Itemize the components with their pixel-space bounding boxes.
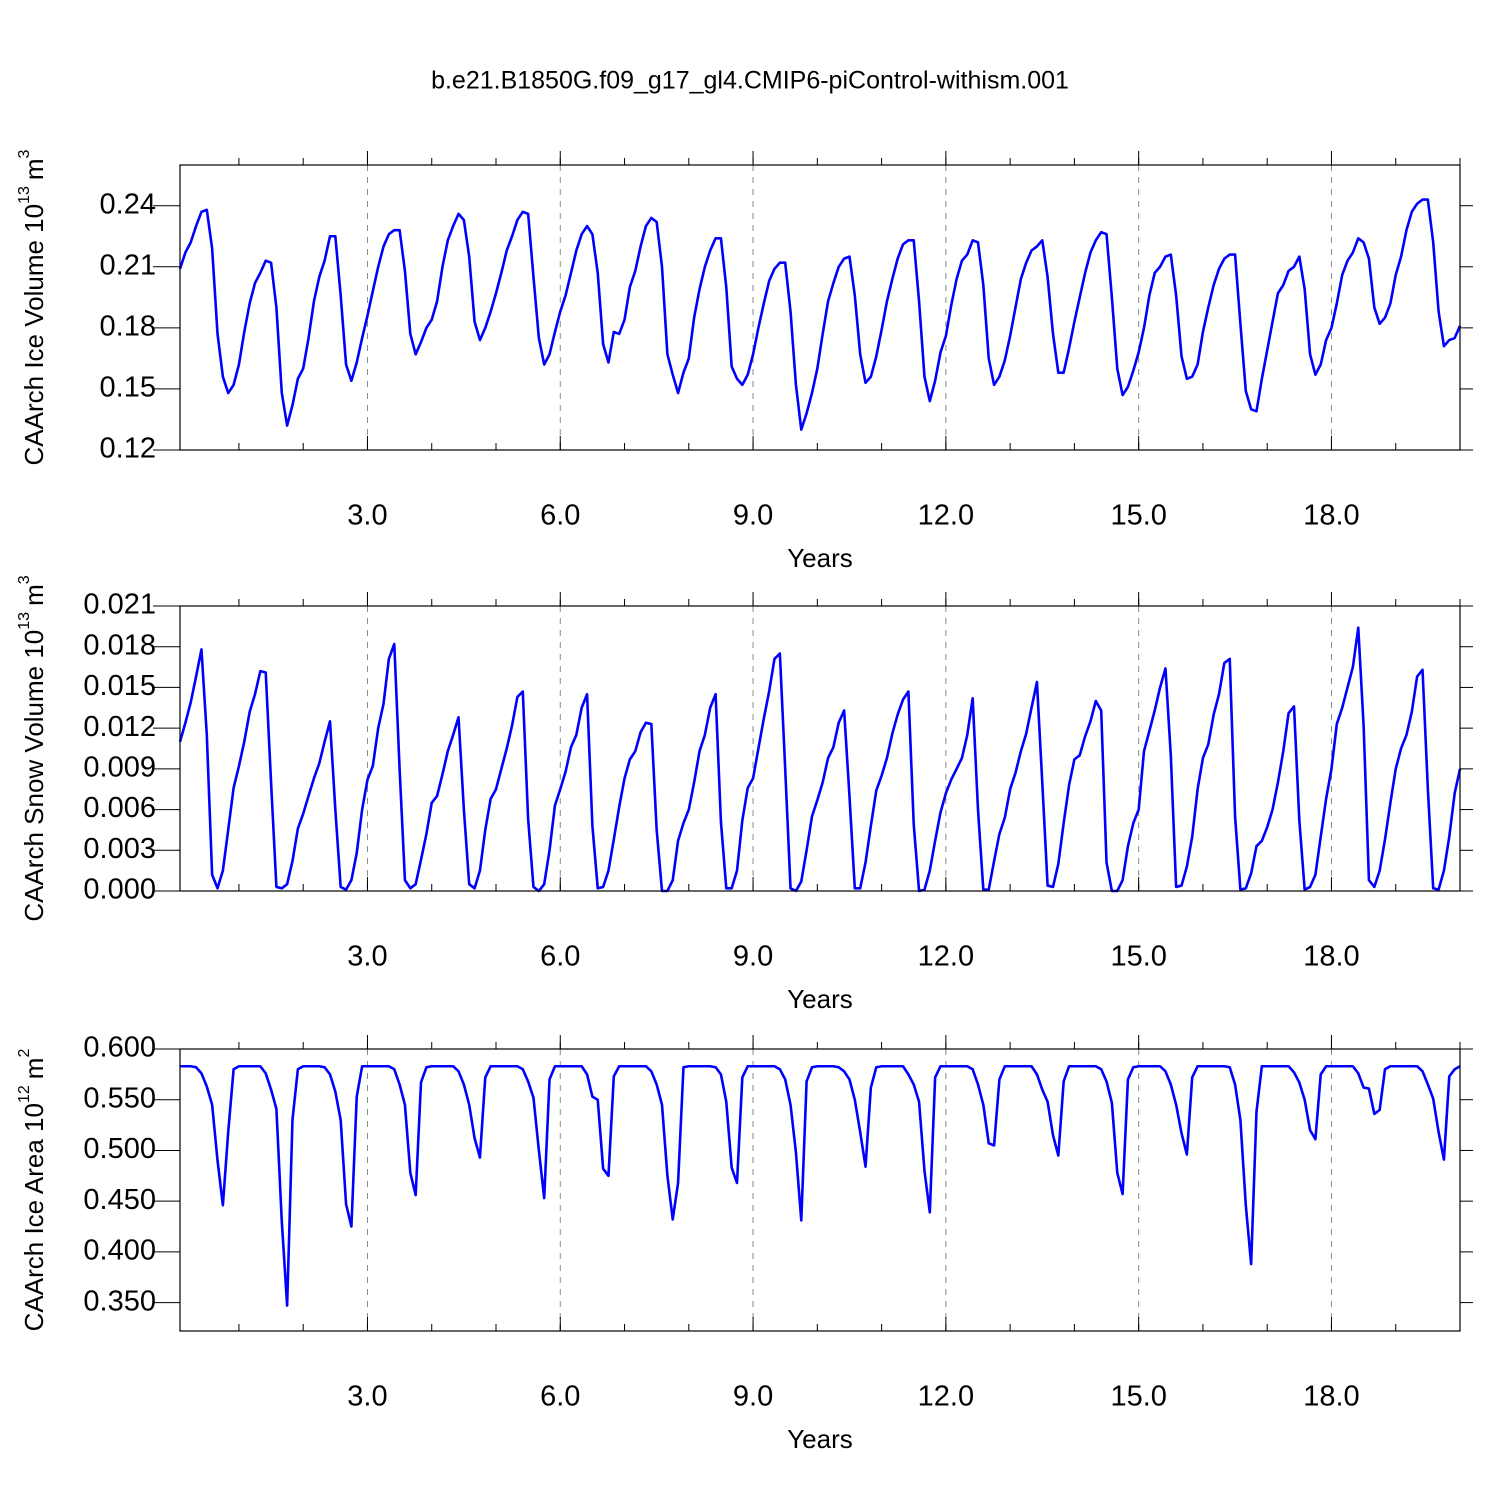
x-tick-label: 6.0 <box>540 500 580 532</box>
y-tick-label: 0.15 <box>100 372 156 404</box>
y-axis-label-unit-exponent: 3 <box>16 575 33 584</box>
y-tick-label: 0.009 <box>83 752 156 784</box>
x-tick-label: 3.0 <box>347 941 387 973</box>
y-axis-label-unit: m <box>19 584 49 606</box>
y-tick-label: 0.015 <box>83 670 156 702</box>
x-tick-label: 18.0 <box>1303 941 1359 973</box>
y-tick-label: 0.000 <box>83 874 156 906</box>
y-tick-label: 0.012 <box>83 711 156 743</box>
y-tick-label: 0.003 <box>83 833 156 865</box>
y-tick-label: 0.021 <box>83 589 156 621</box>
plot-frame <box>179 1048 1461 1332</box>
x-tick-label: 9.0 <box>733 500 773 532</box>
chart-title: b.e21.B1850G.f09_g17_gl4.CMIP6-piControl… <box>431 67 1069 95</box>
y-tick-label: 0.350 <box>83 1285 156 1317</box>
y-tick-label: 0.21 <box>100 249 156 281</box>
plot-frame <box>179 605 1461 892</box>
y-axis-label-text: CAArch Ice Area 10 <box>19 1103 49 1331</box>
y-axis-label: CAArch Snow Volume 1013 m3 <box>16 575 49 921</box>
x-tick-label: 12.0 <box>918 500 974 532</box>
y-axis-label-text: CAArch Snow Volume 10 <box>19 630 49 922</box>
data-line <box>180 1064 1461 1307</box>
plot-frame <box>179 164 1461 451</box>
y-tick-label: 0.400 <box>83 1235 156 1267</box>
data-line <box>178 626 1462 893</box>
y-tick-label: 0.018 <box>83 629 156 661</box>
x-tick-label: 18.0 <box>1303 500 1359 532</box>
x-tick-label: 15.0 <box>1110 1381 1166 1413</box>
y-tick-label: 0.12 <box>100 433 156 465</box>
x-tick-label: 6.0 <box>540 1381 580 1413</box>
y-tick-label: 0.550 <box>83 1082 156 1114</box>
x-tick-label: 9.0 <box>733 941 773 973</box>
y-tick-label: 0.450 <box>83 1184 156 1216</box>
x-axis-label: Years <box>787 1424 853 1454</box>
y-axis-label-text: CAArch Ice Volume 10 <box>19 204 49 466</box>
x-tick-label: 6.0 <box>540 941 580 973</box>
y-axis-label-exponent: 13 <box>16 612 33 630</box>
y-axis-label: CAArch Ice Volume 1013 m3 <box>16 149 49 465</box>
y-axis-label-unit-exponent: 3 <box>16 149 33 158</box>
y-tick-label: 0.18 <box>100 311 156 343</box>
x-tick-label: 9.0 <box>733 1381 773 1413</box>
y-tick-label: 0.006 <box>83 792 156 824</box>
x-tick-label: 3.0 <box>347 1381 387 1413</box>
y-tick-label: 0.24 <box>100 188 156 220</box>
y-axis-label-exponent: 12 <box>16 1085 33 1103</box>
y-tick-label: 0.500 <box>83 1133 156 1165</box>
data-line <box>178 198 1462 431</box>
x-tick-label: 15.0 <box>1110 500 1166 532</box>
y-axis-label-unit: m <box>19 158 49 180</box>
x-tick-label: 12.0 <box>918 941 974 973</box>
x-axis-label: Years <box>787 543 853 573</box>
x-tick-label: 18.0 <box>1303 1381 1359 1413</box>
y-axis-label-exponent: 13 <box>16 186 33 204</box>
x-tick-label: 3.0 <box>347 500 387 532</box>
x-axis-label: Years <box>787 984 853 1014</box>
x-tick-label: 12.0 <box>918 1381 974 1413</box>
y-tick-label: 0.600 <box>83 1032 156 1064</box>
y-axis-label-unit: m <box>19 1058 49 1080</box>
y-axis-label-unit-exponent: 2 <box>16 1049 33 1058</box>
x-tick-label: 15.0 <box>1110 941 1166 973</box>
y-axis-label: CAArch Ice Area 1012 m2 <box>16 1049 49 1332</box>
